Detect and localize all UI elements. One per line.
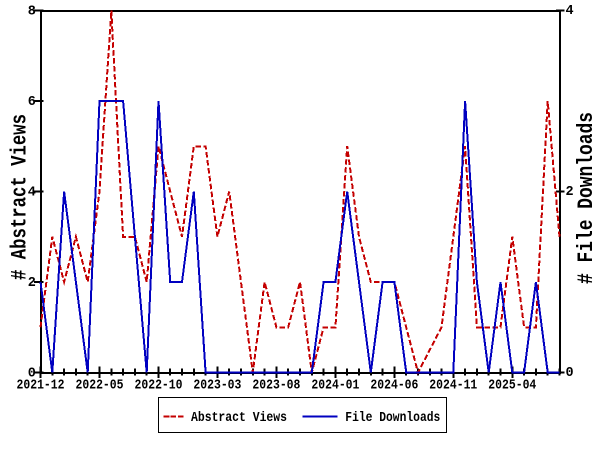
svg-text:0: 0 (28, 367, 36, 382)
svg-text:2022-05: 2022-05 (76, 379, 124, 394)
svg-text:Abstract Views: Abstract Views (191, 411, 287, 426)
svg-text:2022-10: 2022-10 (135, 379, 183, 394)
svg-text:# File Downloads: # File Downloads (574, 112, 599, 284)
svg-text:2: 2 (566, 185, 574, 200)
svg-text:# Abstract Views: # Abstract Views (8, 114, 33, 280)
svg-text:0: 0 (566, 366, 574, 381)
svg-text:2: 2 (28, 276, 36, 291)
svg-text:8: 8 (28, 5, 36, 20)
svg-text:2024-06: 2024-06 (370, 379, 418, 394)
svg-text:6: 6 (28, 95, 36, 110)
svg-text:2024-01: 2024-01 (311, 379, 359, 394)
svg-text:2024-11: 2024-11 (429, 379, 477, 394)
svg-text:2021-12: 2021-12 (17, 379, 65, 394)
svg-text:4: 4 (566, 4, 574, 19)
svg-text:2023-03: 2023-03 (193, 379, 241, 394)
svg-text:4: 4 (28, 186, 36, 201)
svg-text:File Downloads: File Downloads (345, 411, 440, 426)
svg-text:2025-04: 2025-04 (488, 379, 536, 394)
svg-text:2023-08: 2023-08 (252, 379, 300, 394)
